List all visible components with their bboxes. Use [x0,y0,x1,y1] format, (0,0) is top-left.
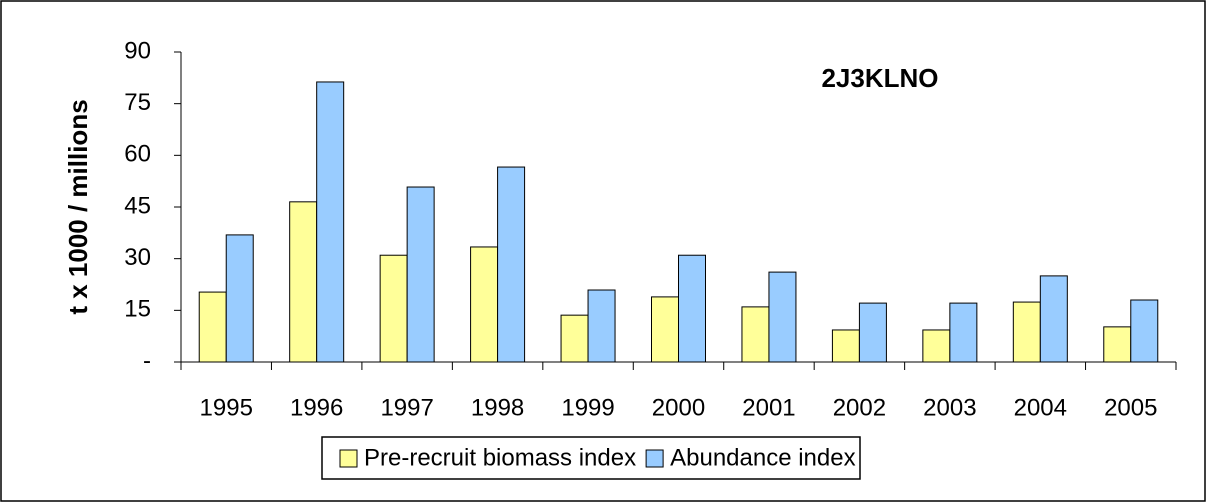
bar [949,302,978,363]
bar [1039,275,1068,363]
bar [768,271,797,363]
x-tick-label: 2004 [1014,394,1067,421]
x-tick-label: 2003 [923,394,976,421]
bar [922,329,951,363]
x-tick-label: 1999 [561,394,614,421]
x-tick-label: 2000 [652,394,705,421]
bar [379,254,408,363]
x-tick-label: 2001 [742,394,795,421]
y-tick-label: 90 [124,37,151,64]
bar [1012,301,1041,363]
legend-box [321,436,861,480]
bar [225,234,254,363]
bar [470,246,499,363]
bar [1130,299,1159,363]
y-tick-label: 60 [124,141,151,168]
x-tick-label: 1998 [471,394,524,421]
bar [741,306,770,363]
y-tick-label: 75 [124,89,151,116]
y-tick-label: 15 [124,296,151,323]
x-tick-label: 1996 [290,394,343,421]
bar [560,314,589,363]
legend-swatch [339,449,358,468]
bar [858,302,887,363]
y-tick-label: 30 [124,244,151,271]
bar [406,186,435,363]
x-tick-label: 1995 [200,394,253,421]
bar [316,81,345,363]
legend-label: Abundance index [670,444,855,471]
bar [831,329,860,363]
y-tick-label: 45 [124,192,151,219]
bar [651,296,679,363]
x-tick-label: 2002 [833,394,886,421]
x-tick-label: 2005 [1104,394,1157,421]
bar [678,254,706,363]
y-axis-label: t x 1000 / millions [63,99,93,314]
chart-title: 2J3KLNO [821,63,938,93]
bar [497,166,526,363]
legend-label: Pre-recruit biomass index [364,444,636,471]
bar [289,201,318,363]
bar [198,291,227,363]
bar [587,289,616,363]
y-tick-label: - [143,347,151,374]
bar [1103,326,1132,363]
legend-swatch [645,449,664,468]
x-tick-label: 1997 [380,394,433,421]
